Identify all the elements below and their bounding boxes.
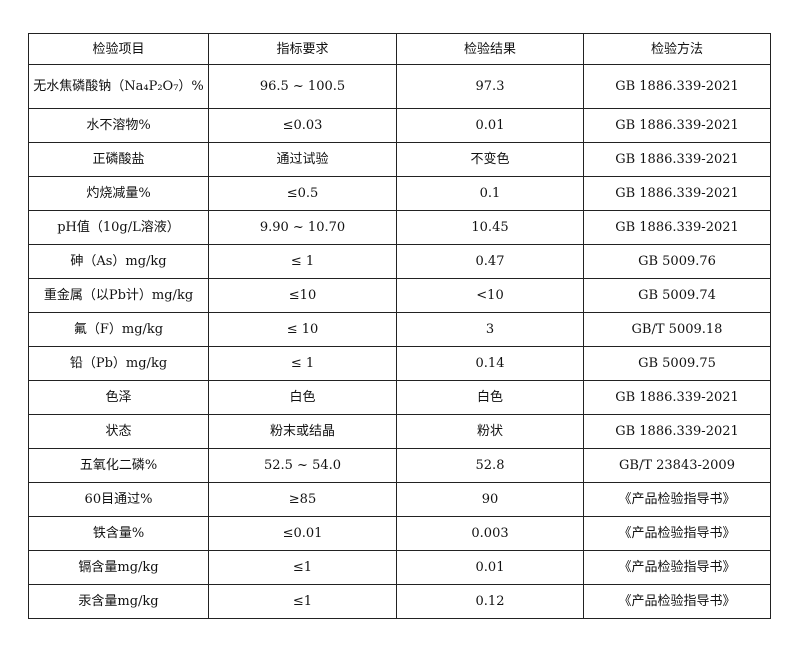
inspection-table: 检验项目 指标要求 检验结果 检验方法 无水焦磷酸钠（Na₄P₂O₇）% 96.5… — [28, 33, 771, 619]
cell-result: 0.01 — [396, 550, 584, 585]
cell-requirement: ≤ 1 — [208, 346, 397, 381]
cell-requirement: 52.5 ~ 54.0 — [208, 448, 397, 483]
cell-result: 3 — [396, 312, 584, 347]
cell-method: GB 1886.339-2021 — [583, 176, 771, 211]
table-row: 五氧化二磷% 52.5 ~ 54.0 52.8 GB/T 23843-2009 — [28, 448, 771, 483]
cell-method: GB 1886.339-2021 — [583, 142, 771, 177]
header-item: 检验项目 — [28, 33, 209, 65]
cell-result: 不变色 — [396, 142, 584, 177]
table-row: 镉含量mg/kg ≤1 0.01 《产品检验指导书》 — [28, 550, 771, 585]
header-requirement: 指标要求 — [208, 33, 397, 65]
cell-method: GB 5009.74 — [583, 278, 771, 313]
cell-method: 《产品检验指导书》 — [583, 550, 771, 585]
table-row: 60目通过% ≥85 90 《产品检验指导书》 — [28, 482, 771, 517]
header-method: 检验方法 — [583, 33, 771, 65]
cell-result: 10.45 — [396, 210, 584, 245]
cell-requirement: ≤10 — [208, 278, 397, 313]
cell-result: 0.47 — [396, 244, 584, 279]
cell-result: 0.12 — [396, 584, 584, 619]
cell-requirement: 白色 — [208, 380, 397, 415]
cell-method: GB/T 23843-2009 — [583, 448, 771, 483]
cell-result: 97.3 — [396, 64, 584, 109]
cell-item: 正磷酸盐 — [28, 142, 209, 177]
table-row: 汞含量mg/kg ≤1 0.12 《产品检验指导书》 — [28, 584, 771, 619]
cell-result: 粉状 — [396, 414, 584, 449]
cell-result: <10 — [396, 278, 584, 313]
cell-method: 《产品检验指导书》 — [583, 482, 771, 517]
cell-result: 0.1 — [396, 176, 584, 211]
cell-item: 铁含量% — [28, 516, 209, 551]
cell-requirement: 9.90 ~ 10.70 — [208, 210, 397, 245]
cell-item: 氟（F）mg/kg — [28, 312, 209, 347]
cell-method: GB 1886.339-2021 — [583, 108, 771, 143]
cell-item: 灼烧减量% — [28, 176, 209, 211]
cell-item: 色泽 — [28, 380, 209, 415]
cell-item: 五氧化二磷% — [28, 448, 209, 483]
cell-item: 重金属（以Pb计）mg/kg — [28, 278, 209, 313]
cell-requirement: ≤1 — [208, 550, 397, 585]
cell-item: 铅（Pb）mg/kg — [28, 346, 209, 381]
cell-result: 90 — [396, 482, 584, 517]
table-row: 状态 粉末或结晶 粉状 GB 1886.339-2021 — [28, 414, 771, 449]
table-row: pH值（10g/L溶液） 9.90 ~ 10.70 10.45 GB 1886.339… — [28, 210, 771, 245]
cell-item: 状态 — [28, 414, 209, 449]
cell-requirement: ≤ 1 — [208, 244, 397, 279]
table-row: 灼烧减量% ≤0.5 0.1 GB 1886.339-2021 — [28, 176, 771, 211]
cell-method: 《产品检验指导书》 — [583, 584, 771, 619]
header-row: 检验项目 指标要求 检验结果 检验方法 — [28, 33, 771, 65]
cell-item: pH值（10g/L溶液） — [28, 210, 209, 245]
table-row: 砷（As）mg/kg ≤ 1 0.47 GB 5009.76 — [28, 244, 771, 279]
cell-method: GB 1886.339-2021 — [583, 380, 771, 415]
cell-method: GB 1886.339-2021 — [583, 64, 771, 109]
cell-result: 0.14 — [396, 346, 584, 381]
cell-requirement: ≤0.01 — [208, 516, 397, 551]
cell-method: 《产品检验指导书》 — [583, 516, 771, 551]
cell-item: 镉含量mg/kg — [28, 550, 209, 585]
table-row: 重金属（以Pb计）mg/kg ≤10 <10 GB 5009.74 — [28, 278, 771, 313]
cell-method: GB 5009.75 — [583, 346, 771, 381]
table-row: 铁含量% ≤0.01 0.003 《产品检验指导书》 — [28, 516, 771, 551]
cell-method: GB 1886.339-2021 — [583, 210, 771, 245]
cell-item: 汞含量mg/kg — [28, 584, 209, 619]
cell-item: 无水焦磷酸钠（Na₄P₂O₇）% — [28, 64, 209, 109]
cell-method: GB 1886.339-2021 — [583, 414, 771, 449]
cell-method: GB/T 5009.18 — [583, 312, 771, 347]
cell-requirement: 粉末或结晶 — [208, 414, 397, 449]
cell-result: 白色 — [396, 380, 584, 415]
table-row: 正磷酸盐 通过试验 不变色 GB 1886.339-2021 — [28, 142, 771, 177]
cell-requirement: 96.5 ~ 100.5 — [208, 64, 397, 109]
cell-requirement: ≥85 — [208, 482, 397, 517]
header-result: 检验结果 — [396, 33, 584, 65]
cell-requirement: ≤0.5 — [208, 176, 397, 211]
table-row: 水不溶物% ≤0.03 0.01 GB 1886.339-2021 — [28, 108, 771, 143]
table-row: 无水焦磷酸钠（Na₄P₂O₇）% 96.5 ~ 100.5 97.3 GB 1886.… — [28, 64, 771, 109]
cell-item: 水不溶物% — [28, 108, 209, 143]
table-row: 氟（F）mg/kg ≤ 10 3 GB/T 5009.18 — [28, 312, 771, 347]
cell-method: GB 5009.76 — [583, 244, 771, 279]
cell-item: 砷（As）mg/kg — [28, 244, 209, 279]
cell-requirement: ≤1 — [208, 584, 397, 619]
cell-requirement: ≤ 10 — [208, 312, 397, 347]
cell-requirement: ≤0.03 — [208, 108, 397, 143]
table-row: 色泽 白色 白色 GB 1886.339-2021 — [28, 380, 771, 415]
cell-item: 60目通过% — [28, 482, 209, 517]
cell-requirement: 通过试验 — [208, 142, 397, 177]
cell-result: 0.003 — [396, 516, 584, 551]
cell-result: 52.8 — [396, 448, 584, 483]
cell-result: 0.01 — [396, 108, 584, 143]
table-row: 铅（Pb）mg/kg ≤ 1 0.14 GB 5009.75 — [28, 346, 771, 381]
